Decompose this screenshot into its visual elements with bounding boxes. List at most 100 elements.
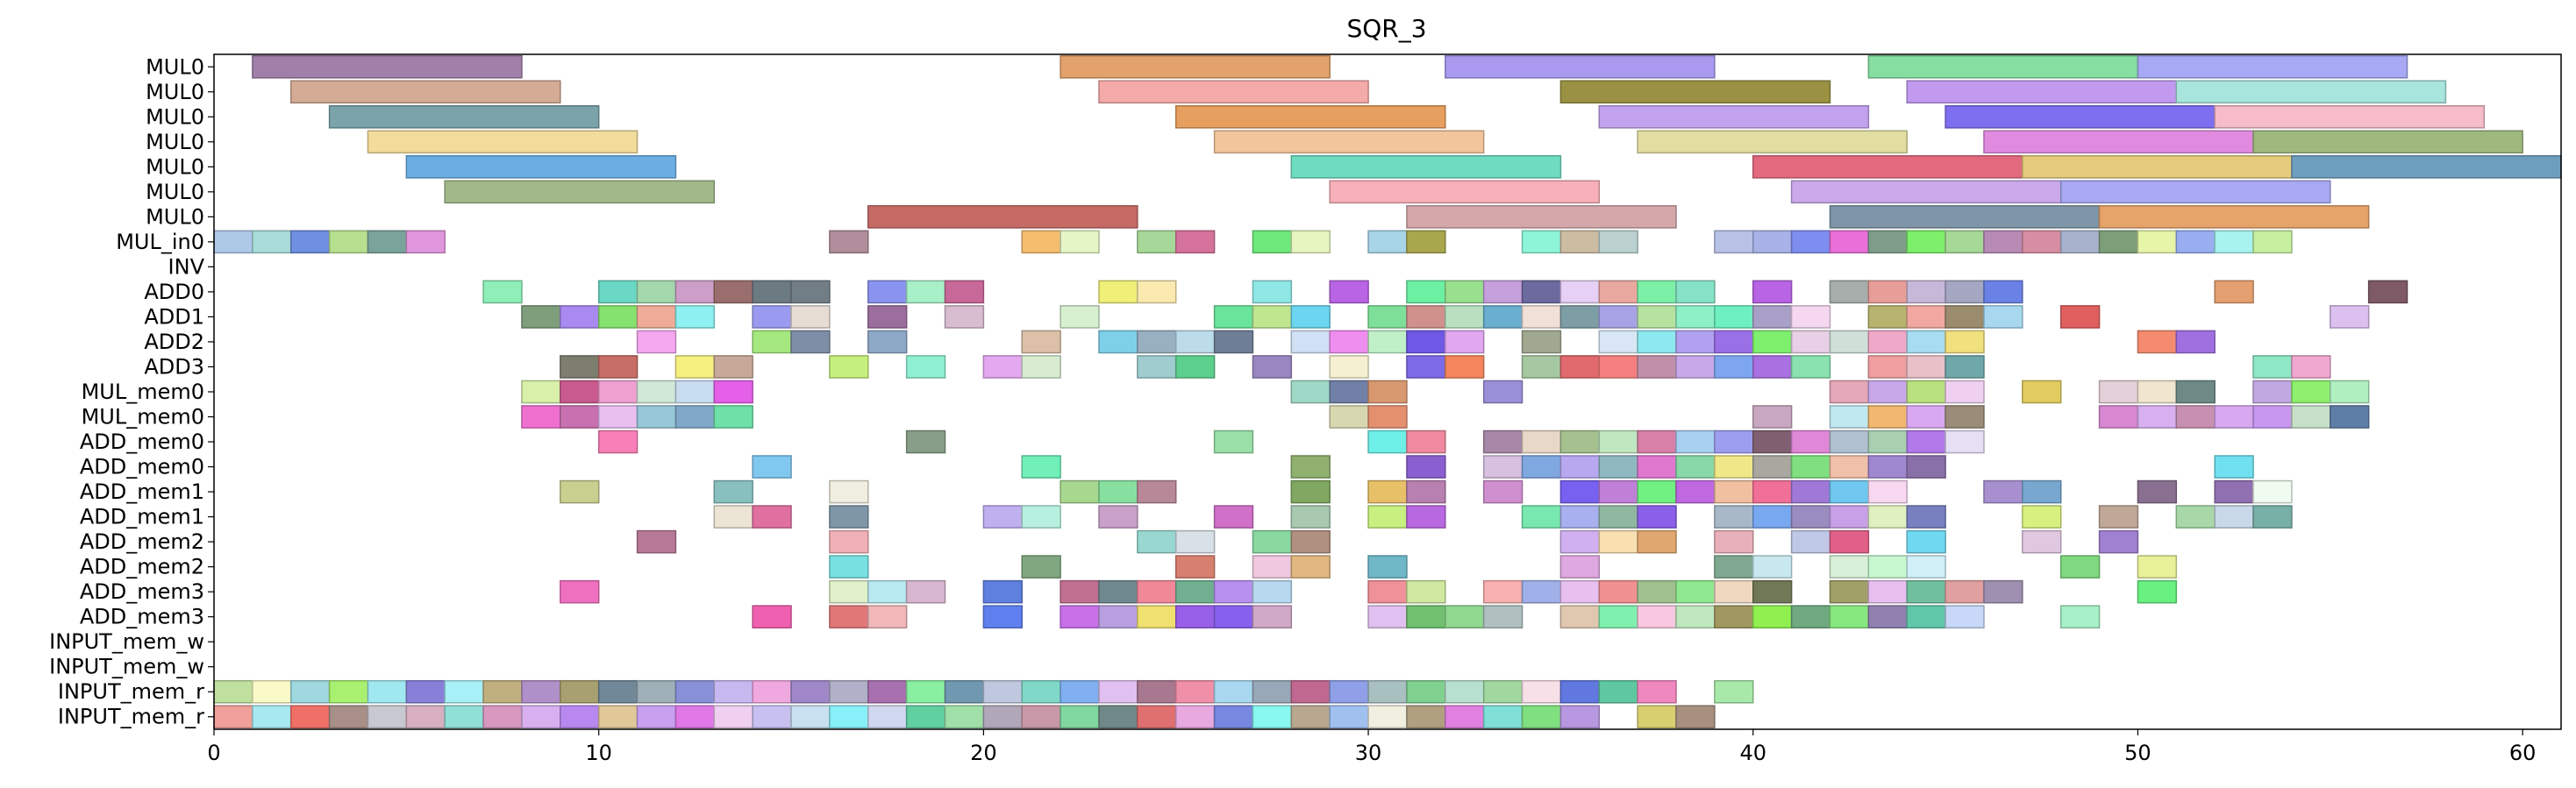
- task-bar: [1021, 330, 1061, 354]
- task-bar: [1637, 705, 1677, 729]
- task-bar: [1213, 579, 1254, 604]
- task-bar: [2291, 380, 2331, 404]
- task-bar: [1367, 579, 1408, 604]
- task-bar: [289, 679, 331, 704]
- task-bar: [674, 305, 716, 329]
- task-bar: [1983, 130, 2254, 154]
- task-bar: [560, 679, 600, 704]
- task-bar: [1752, 405, 1793, 429]
- task-bar: [597, 679, 639, 704]
- task-bar: [1675, 280, 1716, 304]
- task-bar: [1944, 305, 1985, 329]
- task-bar: [867, 705, 908, 729]
- task-bar: [2291, 355, 2331, 379]
- task-bar: [829, 230, 869, 254]
- task-bar: [2137, 579, 2178, 604]
- task-bar: [1137, 579, 1177, 604]
- task-bar: [560, 705, 600, 729]
- task-bar: [2252, 130, 2523, 154]
- task-bar: [2175, 505, 2216, 529]
- task-bar: [1983, 305, 2023, 329]
- task-bar: [1021, 230, 1061, 254]
- task-bar: [1367, 555, 1408, 579]
- task-bar: [1944, 230, 1985, 254]
- row-label: INV: [168, 254, 205, 279]
- task-bar: [597, 355, 639, 379]
- task-bar: [1867, 579, 1908, 604]
- task-bar: [1174, 605, 1216, 628]
- task-bar: [1714, 330, 1754, 354]
- task-bar: [1598, 605, 1638, 628]
- task-bar: [1060, 305, 1100, 329]
- task-bar: [444, 180, 716, 204]
- task-bar: [2098, 529, 2139, 554]
- task-bar: [1329, 405, 1369, 429]
- task-bar: [1021, 355, 1061, 379]
- task-bar: [829, 679, 869, 704]
- task-bar: [1906, 355, 1946, 379]
- task-bar: [1137, 529, 1177, 554]
- task-bar: [752, 280, 792, 304]
- task-bar: [1098, 705, 1138, 729]
- task-bar: [867, 679, 908, 704]
- task-bar: [905, 679, 946, 704]
- task-bar: [1983, 280, 2023, 304]
- task-bar: [2137, 405, 2178, 429]
- task-bar: [367, 130, 639, 154]
- task-bar: [328, 230, 369, 254]
- task-bar: [1406, 280, 1446, 304]
- task-bar: [1752, 355, 1793, 379]
- task-bar: [713, 380, 753, 404]
- task-bar: [1906, 280, 1946, 304]
- task-bar: [1559, 679, 1601, 704]
- task-bar: [1867, 605, 1908, 628]
- task-bar: [1252, 555, 1293, 579]
- task-bar: [1906, 555, 1946, 579]
- task-bar: [1252, 705, 1293, 729]
- task-bar: [1906, 405, 1946, 429]
- row-label: ADD_mem2: [80, 555, 204, 579]
- task-bar: [252, 705, 292, 729]
- task-bar: [1367, 330, 1408, 354]
- row-label: INPUT_mem_w: [49, 655, 204, 679]
- task-bar: [1252, 529, 1293, 554]
- task-bar: [1137, 605, 1177, 628]
- task-bar: [1906, 455, 1946, 479]
- task-bar: [674, 355, 716, 379]
- task-bar: [1445, 705, 1485, 729]
- task-bar: [1906, 579, 1946, 604]
- task-bar: [636, 405, 677, 429]
- task-bar: [1598, 355, 1638, 379]
- task-bar: [2252, 380, 2293, 404]
- task-bar: [1906, 505, 1946, 529]
- task-bar: [1675, 429, 1716, 454]
- x-tick-label: 30: [1355, 741, 1382, 765]
- task-bar: [905, 705, 946, 729]
- task-bar: [2252, 355, 2293, 379]
- task-bar: [713, 405, 753, 429]
- task-bar: [1559, 455, 1601, 479]
- task-bar: [944, 305, 985, 329]
- task-bar: [2175, 405, 2216, 429]
- task-bar: [521, 705, 561, 729]
- task-bar: [1867, 355, 1908, 379]
- task-bar: [1367, 305, 1408, 329]
- task-bar: [1559, 80, 1831, 104]
- task-bar: [1675, 605, 1716, 628]
- task-bar: [1406, 455, 1446, 479]
- task-bar: [1829, 455, 1870, 479]
- task-bar: [2059, 305, 2101, 329]
- task-bar: [1944, 380, 1985, 404]
- task-bar: [1060, 579, 1100, 604]
- task-bar: [1559, 705, 1601, 729]
- task-bar: [867, 579, 908, 604]
- task-bar: [2175, 330, 2216, 354]
- task-bar: [1329, 380, 1369, 404]
- task-bar: [1790, 429, 1831, 454]
- task-bar: [1367, 505, 1408, 529]
- task-bar: [1521, 579, 1562, 604]
- task-bar: [829, 579, 869, 604]
- task-bar: [213, 679, 253, 704]
- task-bar: [867, 330, 908, 354]
